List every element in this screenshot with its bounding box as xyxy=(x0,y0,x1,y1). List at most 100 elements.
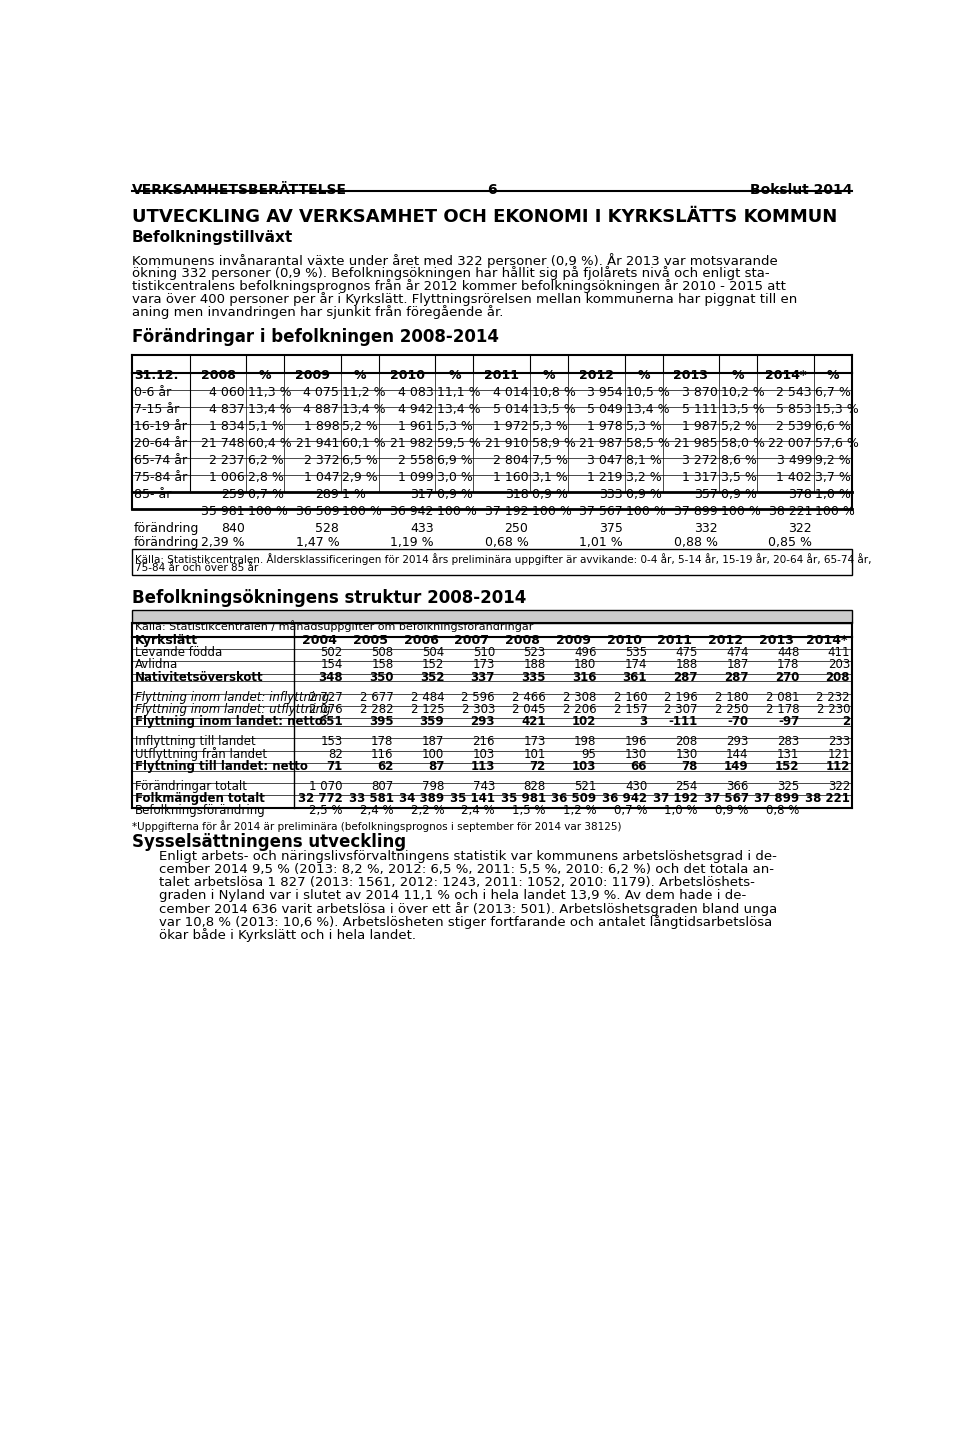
Text: 2006: 2006 xyxy=(404,633,439,646)
Text: 502: 502 xyxy=(321,646,343,659)
Text: 6,5 %: 6,5 % xyxy=(343,454,378,467)
Text: 348: 348 xyxy=(318,671,343,684)
Text: 2 178: 2 178 xyxy=(766,702,800,717)
Text: VERKSAMHETSBERÄTTELSE: VERKSAMHETSBERÄTTELSE xyxy=(132,184,347,197)
Text: 0,9 %: 0,9 % xyxy=(437,488,473,501)
Text: 2 727: 2 727 xyxy=(309,691,343,704)
Text: 2 230: 2 230 xyxy=(817,702,850,717)
Text: 21 987: 21 987 xyxy=(579,437,623,451)
Text: 350: 350 xyxy=(369,671,394,684)
Text: 178: 178 xyxy=(777,658,800,671)
Text: 58,0 %: 58,0 % xyxy=(721,437,764,451)
Text: 153: 153 xyxy=(321,735,343,748)
Text: Bokslut 2014: Bokslut 2014 xyxy=(750,184,852,197)
Text: 21 910: 21 910 xyxy=(485,437,528,451)
Text: 4 942: 4 942 xyxy=(398,404,434,416)
Text: Sysselsättningens utveckling: Sysselsättningens utveckling xyxy=(132,833,406,852)
Text: 37 567: 37 567 xyxy=(579,505,623,518)
Text: 100 %: 100 % xyxy=(248,505,288,518)
Text: 0,88 %: 0,88 % xyxy=(674,536,717,549)
Text: 2009: 2009 xyxy=(556,633,590,646)
Text: 37 567: 37 567 xyxy=(704,793,749,806)
Text: 21 748: 21 748 xyxy=(202,437,245,451)
Text: 798: 798 xyxy=(421,780,444,793)
Text: 152: 152 xyxy=(775,760,800,773)
Text: 433: 433 xyxy=(410,521,434,534)
Text: 0,85 %: 0,85 % xyxy=(768,536,812,549)
Text: 3 954: 3 954 xyxy=(588,386,623,399)
Text: 1 %: 1 % xyxy=(343,488,367,501)
Text: 2012: 2012 xyxy=(708,633,743,646)
Text: 101: 101 xyxy=(523,748,545,761)
Text: 1 834: 1 834 xyxy=(209,421,245,434)
Text: 158: 158 xyxy=(372,658,394,671)
Text: 1 070: 1 070 xyxy=(309,780,343,793)
Text: 5,2 %: 5,2 % xyxy=(343,421,378,434)
Text: 2 180: 2 180 xyxy=(715,691,749,704)
Text: 2 250: 2 250 xyxy=(715,702,749,717)
Text: 0,9 %: 0,9 % xyxy=(721,488,756,501)
Text: 36 942: 36 942 xyxy=(391,505,434,518)
Text: 1 160: 1 160 xyxy=(492,471,528,484)
Text: 6,6 %: 6,6 % xyxy=(815,421,851,434)
Text: Nativitetsöverskott: Nativitetsöverskott xyxy=(134,671,263,684)
Text: 4 887: 4 887 xyxy=(303,404,339,416)
Text: 6: 6 xyxy=(487,184,497,197)
Text: 196: 196 xyxy=(625,735,647,748)
Text: 85- år: 85- år xyxy=(134,488,171,501)
Text: 333: 333 xyxy=(599,488,623,501)
Text: Utflyttning från landet: Utflyttning från landet xyxy=(134,748,267,761)
Text: 16-19 år: 16-19 år xyxy=(134,421,187,434)
Text: 35 981: 35 981 xyxy=(500,793,545,806)
Text: 34 389: 34 389 xyxy=(399,793,444,806)
Text: 508: 508 xyxy=(372,646,394,659)
Text: 3 499: 3 499 xyxy=(777,454,812,467)
Text: 4 014: 4 014 xyxy=(492,386,528,399)
Text: 259: 259 xyxy=(221,488,245,501)
Text: Flyttning inom landet: inflyttning: Flyttning inom landet: inflyttning xyxy=(134,691,329,704)
Text: 2 484: 2 484 xyxy=(411,691,444,704)
Text: 2013: 2013 xyxy=(673,369,708,382)
Text: cember 2014 636 varit arbetslösa i över ett år (2013: 501). Arbetslöshetsgraden : cember 2014 636 varit arbetslösa i över … xyxy=(158,902,777,916)
Text: ökning 332 personer (0,9 %). Befolkningsökningen har hållit sig på fjolårets niv: ökning 332 personer (0,9 %). Befolknings… xyxy=(132,266,769,280)
Text: 270: 270 xyxy=(775,671,800,684)
Text: 366: 366 xyxy=(726,780,749,793)
Text: Befolkningsförändring: Befolkningsförändring xyxy=(134,804,266,817)
Text: 1 099: 1 099 xyxy=(398,471,434,484)
Text: 173: 173 xyxy=(472,658,495,671)
Text: 78: 78 xyxy=(682,760,698,773)
Text: 1,2 %: 1,2 % xyxy=(563,804,596,817)
Text: 38 221: 38 221 xyxy=(769,505,812,518)
Text: 2 539: 2 539 xyxy=(777,421,812,434)
Text: 112: 112 xyxy=(826,760,850,773)
Text: 13,5 %: 13,5 % xyxy=(532,404,575,416)
Text: 75-84 år och över 85 år: 75-84 år och över 85 år xyxy=(134,563,258,573)
Text: 1 987: 1 987 xyxy=(682,421,717,434)
Text: 3,2 %: 3,2 % xyxy=(626,471,661,484)
Text: Befolkningsökningens struktur 2008-2014: Befolkningsökningens struktur 2008-2014 xyxy=(132,589,526,607)
Text: 375: 375 xyxy=(599,521,623,534)
Text: 2 157: 2 157 xyxy=(613,702,647,717)
Text: 59,5 %: 59,5 % xyxy=(437,437,481,451)
Text: 1,0 %: 1,0 % xyxy=(815,488,852,501)
Text: 1 219: 1 219 xyxy=(588,471,623,484)
Text: 250: 250 xyxy=(505,521,528,534)
Text: 1 972: 1 972 xyxy=(492,421,528,434)
Text: 116: 116 xyxy=(371,748,394,761)
Text: 411: 411 xyxy=(828,646,850,659)
Text: 4 083: 4 083 xyxy=(398,386,434,399)
Text: 828: 828 xyxy=(523,780,545,793)
Text: 75-84 år: 75-84 år xyxy=(134,471,187,484)
Text: 5 014: 5 014 xyxy=(492,404,528,416)
Text: 2 804: 2 804 xyxy=(492,454,528,467)
Text: 208: 208 xyxy=(826,671,850,684)
Text: 37 192: 37 192 xyxy=(653,793,698,806)
Text: 130: 130 xyxy=(676,748,698,761)
Text: 6,9 %: 6,9 % xyxy=(437,454,472,467)
Text: 5,3 %: 5,3 % xyxy=(532,421,567,434)
Text: 102: 102 xyxy=(572,715,596,728)
Text: 82: 82 xyxy=(328,748,343,761)
Text: 1,47 %: 1,47 % xyxy=(296,536,339,549)
Text: %: % xyxy=(732,369,744,382)
Text: 430: 430 xyxy=(625,780,647,793)
